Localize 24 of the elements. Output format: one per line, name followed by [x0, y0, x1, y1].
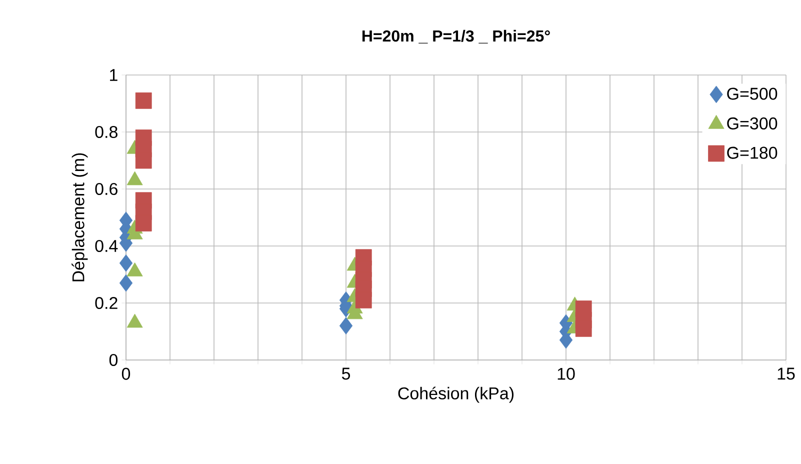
legend-label: G=180	[727, 146, 778, 159]
legend-label: G=500	[727, 88, 778, 100]
x-tick-label: 5	[342, 368, 350, 380]
y-tick-label: 0.4	[95, 240, 118, 252]
y-tick-label: 0	[109, 354, 118, 366]
point	[119, 254, 133, 272]
point	[355, 292, 372, 308]
point	[119, 274, 133, 292]
x-tick-label: 15	[778, 368, 795, 380]
chart-title: H=20m _ P=1/3 _ Phi=25°	[362, 30, 550, 44]
point	[339, 317, 353, 334]
x-tick-label: 10	[558, 368, 575, 380]
point	[135, 92, 152, 109]
point	[135, 215, 152, 232]
point	[575, 320, 592, 337]
y-axis-title: Déplacement (m)	[72, 153, 88, 282]
point	[135, 152, 152, 169]
x-tick-label: 0	[122, 368, 130, 380]
legend-label: G=300	[727, 117, 778, 130]
x-axis-title: Cohésion (kPa)	[398, 386, 514, 403]
y-tick-label: 0.2	[95, 296, 118, 310]
y-tick-label: 0.6	[95, 182, 118, 196]
y-tick-label: 1	[110, 69, 118, 81]
y-tick-label: 0.8	[95, 126, 118, 138]
